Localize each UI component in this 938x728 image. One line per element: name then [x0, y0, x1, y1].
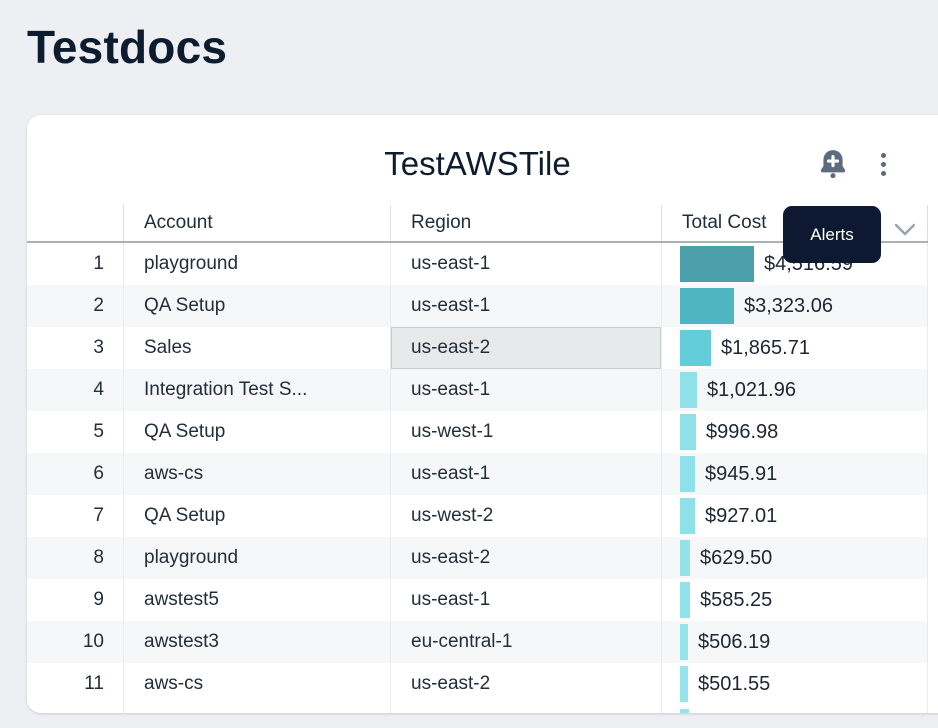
total-cost-cell[interactable]: $1,021.96 — [661, 369, 928, 411]
cost-bar — [680, 709, 689, 713]
region-cell[interactable]: us-east-1 — [390, 243, 661, 285]
bell-plus-icon — [816, 150, 850, 186]
cost-bar — [680, 288, 734, 324]
row-number-cell: 9 — [93, 589, 104, 610]
table-row: 8 playground us-east-2 $629.50 — [27, 537, 928, 579]
region-cell[interactable]: us-west-2 — [390, 495, 661, 537]
table-row: 5 QA Setup us-west-1 $996.98 — [27, 411, 928, 453]
table-row: 9 awstest5 us-east-1 $585.25 — [27, 579, 928, 621]
tile-menu-button[interactable] — [873, 148, 893, 180]
kebab-dot — [880, 152, 886, 158]
row-number-cell: 6 — [93, 463, 104, 484]
account-cell[interactable]: playground — [123, 537, 390, 579]
total-cost-cell[interactable]: $3,323.06 — [661, 285, 928, 327]
total-cost-cell[interactable]: $501.55 — [661, 663, 928, 705]
total-cost-cell[interactable]: $506.19 — [661, 621, 928, 663]
region-cell[interactable]: us-east-1 — [390, 369, 661, 411]
cost-bar — [680, 540, 690, 576]
alerts-tooltip-label: Alerts — [810, 224, 854, 244]
header-total-cost[interactable]: Total Cost — [661, 205, 928, 241]
region-cell[interactable]: us-west-1 — [390, 411, 661, 453]
account-cell[interactable]: QA Setup — [123, 495, 390, 537]
table-row: 6 aws-cs us-east-1 $945.91 — [27, 453, 928, 495]
header-row-number — [27, 205, 123, 241]
cost-value-label: $585.25 — [700, 588, 773, 611]
cost-value-label: $506.19 — [698, 630, 771, 653]
cost-value-label: $996.98 — [706, 420, 779, 443]
cost-bar — [680, 624, 688, 660]
row-number-cell: 2 — [93, 295, 104, 316]
row-number-cell: 5 — [93, 421, 104, 442]
chevron-down-icon — [893, 223, 917, 243]
column-menu-chevron[interactable] — [893, 220, 917, 240]
table-body: 1 playground us-east-1 $4,516.59 2 QA Se… — [27, 243, 928, 705]
region-cell[interactable]: us-east-2 — [390, 663, 661, 705]
kebab-dot — [880, 161, 886, 167]
cost-value-label: $629.50 — [700, 546, 773, 569]
dashboard-tile-card: TestAWSTile Alerts Account Region T — [27, 115, 938, 713]
cost-bar — [680, 246, 754, 282]
account-cell[interactable]: Sales — [123, 327, 390, 369]
cost-bar — [680, 582, 690, 618]
table-row: 4 Integration Test S... us-east-1 $1,021… — [27, 369, 928, 411]
page-title: Testdocs — [27, 21, 228, 73]
row-number-cell: 8 — [93, 547, 104, 568]
table-row: 1 playground us-east-1 $4,516.59 — [27, 243, 928, 285]
table-row: 7 QA Setup us-west-2 $927.01 — [27, 495, 928, 537]
total-cost-cell[interactable]: $1,865.71 — [661, 327, 928, 369]
row-number-cell: 7 — [93, 505, 104, 526]
total-cost-cell[interactable]: $996.98 — [661, 411, 928, 453]
total-cost-cell[interactable]: $629.50 — [661, 537, 928, 579]
table-row: 3 Sales us-east-2 $1,865.71 — [27, 327, 928, 369]
table-row: 2 QA Setup us-east-1 $3,323.06 — [27, 285, 928, 327]
cost-bar — [680, 456, 695, 492]
region-cell[interactable]: us-east-1 — [390, 579, 661, 621]
row-number-cell: 3 — [93, 337, 104, 358]
region-cell[interactable]: eu-central-1 — [390, 621, 661, 663]
row-number-cell: 10 — [82, 631, 104, 652]
table-row: 10 awstest3 eu-central-1 $506.19 — [27, 621, 928, 663]
table-header-row: Account Region Total Cost — [27, 205, 928, 243]
data-table: Account Region Total Cost 1 playground u… — [27, 205, 938, 713]
cost-value-label: $501.55 — [698, 672, 771, 695]
account-cell[interactable]: awstest3 — [123, 621, 390, 663]
total-cost-cell[interactable]: $945.91 — [661, 453, 928, 495]
region-cell[interactable]: us-east-2 — [390, 537, 661, 579]
region-cell[interactable]: us-east-2 — [390, 327, 661, 369]
account-cell[interactable]: aws-cs — [123, 663, 390, 705]
cost-bar — [680, 330, 711, 366]
row-number-cell: 1 — [93, 253, 104, 274]
total-cost-cell[interactable]: $927.01 — [661, 495, 928, 537]
account-cell[interactable]: QA Setup — [123, 411, 390, 453]
account-cell[interactable]: Integration Test S... — [123, 369, 390, 411]
cost-bar — [680, 372, 697, 408]
cost-value-label: $1,021.96 — [707, 378, 796, 401]
add-alert-button[interactable] — [816, 145, 850, 183]
region-cell[interactable]: us-east-1 — [390, 453, 661, 495]
tile-title: TestAWSTile — [384, 145, 571, 182]
table-row-partial — [27, 705, 928, 713]
table-row: 11 aws-cs us-east-2 $501.55 — [27, 663, 928, 705]
cost-bar — [680, 414, 696, 450]
row-number-cell: 11 — [84, 673, 104, 694]
header-region[interactable]: Region — [390, 205, 661, 241]
account-cell[interactable]: aws-cs — [123, 453, 390, 495]
cost-value-label: $945.91 — [705, 462, 778, 485]
cost-bar — [680, 498, 695, 534]
region-cell[interactable]: us-east-1 — [390, 285, 661, 327]
alerts-tooltip: Alerts — [783, 206, 881, 263]
header-account[interactable]: Account — [123, 205, 390, 241]
total-cost-cell[interactable]: $585.25 — [661, 579, 928, 621]
account-cell[interactable]: QA Setup — [123, 285, 390, 327]
account-cell[interactable]: playground — [123, 243, 390, 285]
cost-value-label: $927.01 — [705, 504, 778, 527]
cost-value-label: $1,865.71 — [721, 336, 810, 359]
row-number-cell: 4 — [93, 379, 104, 400]
cost-value-label: $3,323.06 — [744, 294, 833, 317]
cost-bar — [680, 666, 688, 702]
kebab-dot — [880, 170, 886, 176]
account-cell[interactable]: awstest5 — [123, 579, 390, 621]
